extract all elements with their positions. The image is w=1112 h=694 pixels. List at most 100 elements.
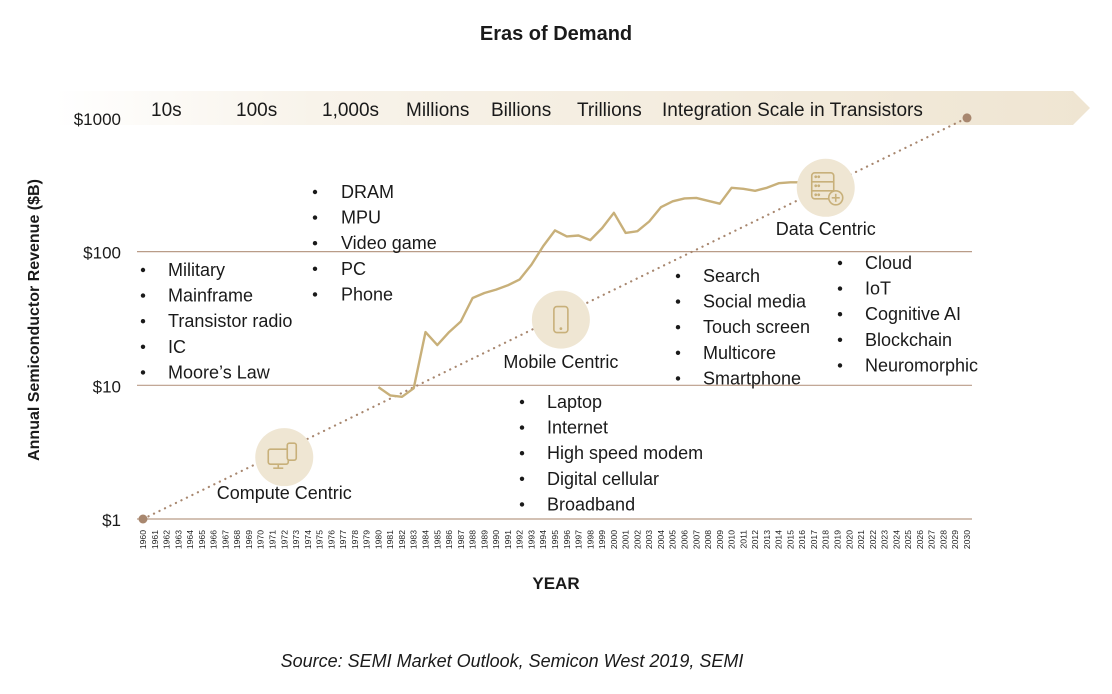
- y-tick-label: $10: [93, 377, 121, 396]
- x-tick-label: 1996: [562, 530, 572, 549]
- list-item: Military: [168, 260, 225, 280]
- x-tick-label: 2004: [656, 530, 666, 549]
- x-tick-label: 1974: [303, 530, 313, 549]
- era-label: Compute Centric: [217, 483, 352, 503]
- bullet-icon: [519, 502, 525, 507]
- banner-label: Billions: [491, 100, 551, 121]
- bullet-icon: [312, 215, 318, 220]
- era-label: Mobile Centric: [503, 352, 618, 372]
- x-tick-label: 2025: [903, 530, 913, 549]
- bullet-icon: [312, 189, 318, 195]
- bullet-icon: [140, 267, 146, 273]
- x-tick-label: 2001: [621, 530, 631, 549]
- bullet-icon: [312, 292, 318, 297]
- x-tick-label: 2024: [891, 530, 901, 549]
- x-tick-label: 2006: [679, 530, 689, 549]
- x-tick-label: 2021: [856, 530, 866, 549]
- list-item: Moore’s Law: [168, 362, 271, 382]
- x-tick-label: 1969: [244, 530, 254, 549]
- list-item: Broadband: [547, 494, 635, 514]
- y-tick-label: $100: [83, 244, 121, 263]
- era-2: Data Centric: [776, 158, 876, 239]
- x-tick-label: 1991: [503, 530, 513, 549]
- banner-label: 10s: [151, 100, 182, 121]
- x-tick-label: 2018: [821, 530, 831, 549]
- server-add-icon: [810, 172, 844, 206]
- x-tick-label: 1998: [585, 530, 595, 549]
- list-item: Touch screen: [703, 317, 810, 337]
- list-item: Transistor radio: [168, 311, 292, 331]
- source-note: Source: SEMI Market Outlook, Semicon Wes…: [281, 651, 744, 671]
- x-tick-label: 1985: [432, 530, 442, 549]
- era-circle: [796, 158, 855, 217]
- x-tick-label: 2023: [880, 530, 890, 549]
- list-item: Search: [703, 266, 760, 286]
- x-tick-label: 1993: [526, 530, 536, 549]
- list-item: Social media: [703, 292, 807, 312]
- annotation-list: DRAM MPU Video game PC Phone: [312, 182, 437, 304]
- annotation-list: Cloud IoT Cognitive AI Blockchain Neuromorph…: [837, 253, 978, 375]
- bullet-icon: [675, 376, 681, 381]
- x-tick-label: 2012: [750, 530, 760, 549]
- x-tick-label: 1983: [409, 530, 419, 549]
- bullet-icon: [675, 350, 681, 355]
- desktop-phone-icon: [267, 442, 298, 469]
- x-tick-label: 2026: [915, 530, 925, 549]
- x-tick-label: 1975: [315, 530, 325, 549]
- x-tick-label: 1986: [444, 530, 454, 549]
- x-tick-label: 2019: [833, 530, 843, 549]
- x-tick-label: 1994: [538, 530, 548, 549]
- x-tick-label: 2010: [727, 530, 737, 549]
- revenue-line: [377, 179, 815, 398]
- bullet-icon: [140, 344, 146, 349]
- list-item: Video game: [341, 233, 437, 253]
- bullet-icon: [675, 273, 681, 279]
- x-tick-label: 1999: [597, 530, 607, 549]
- banner-label: 100s: [236, 100, 277, 121]
- x-tick-label: 1989: [479, 530, 489, 549]
- x-tick-label: 1981: [385, 530, 395, 549]
- x-tick-label: 2005: [668, 530, 678, 549]
- x-tick-label: 1988: [468, 530, 478, 549]
- list-item: IC: [168, 337, 186, 357]
- x-tick-label: 1987: [456, 530, 466, 549]
- x-tick-label: 2030: [962, 530, 972, 549]
- x-tick-label: 1979: [362, 530, 372, 549]
- x-tick-label: 1995: [550, 530, 560, 549]
- list-item: MPU: [341, 208, 381, 228]
- list-item: High speed modem: [547, 443, 703, 463]
- x-tick-label: 2027: [927, 530, 937, 549]
- x-tick-label: 1966: [209, 530, 219, 549]
- era-1: Mobile Centric: [503, 290, 618, 372]
- x-tick-label: 1962: [162, 530, 172, 549]
- bullet-icon: [140, 319, 146, 324]
- x-tick-label: 2003: [644, 530, 654, 549]
- x-tick-label: 1963: [173, 530, 183, 549]
- y-tick-label: $1000: [74, 110, 121, 129]
- banner-label: Millions: [406, 100, 469, 121]
- x-tick-label: 1992: [515, 530, 525, 549]
- x-tick-label: 1967: [220, 530, 230, 549]
- x-tick-label: 1976: [326, 530, 336, 549]
- annotation-list: Laptop Internet High speed modem Digital ce…: [519, 392, 703, 514]
- x-tick-label: 2017: [809, 530, 819, 549]
- banner-label: Trillions: [577, 100, 642, 121]
- x-tick-label: 1961: [150, 530, 160, 549]
- bullet-icon: [519, 425, 525, 430]
- x-tick-label: 2015: [785, 530, 795, 549]
- x-tick-label: 1982: [397, 530, 407, 549]
- list-item: Internet: [547, 418, 608, 438]
- list-item: Blockchain: [865, 330, 952, 350]
- annotation-list: Search Social media Touch screen Multicore S…: [675, 266, 810, 388]
- x-tick-label: 2013: [762, 530, 772, 549]
- x-tick-label: 2029: [950, 530, 960, 549]
- x-tick-label: 1970: [256, 530, 266, 549]
- list-item: Mainframe: [168, 286, 253, 306]
- bullet-icon: [837, 260, 843, 266]
- bullet-icon: [837, 286, 843, 291]
- bullet-icon: [140, 293, 146, 298]
- list-item: PC: [341, 259, 366, 279]
- annotation-list: Military Mainframe Transistor radio IC Moore…: [140, 260, 292, 382]
- list-item: Cloud: [865, 253, 912, 273]
